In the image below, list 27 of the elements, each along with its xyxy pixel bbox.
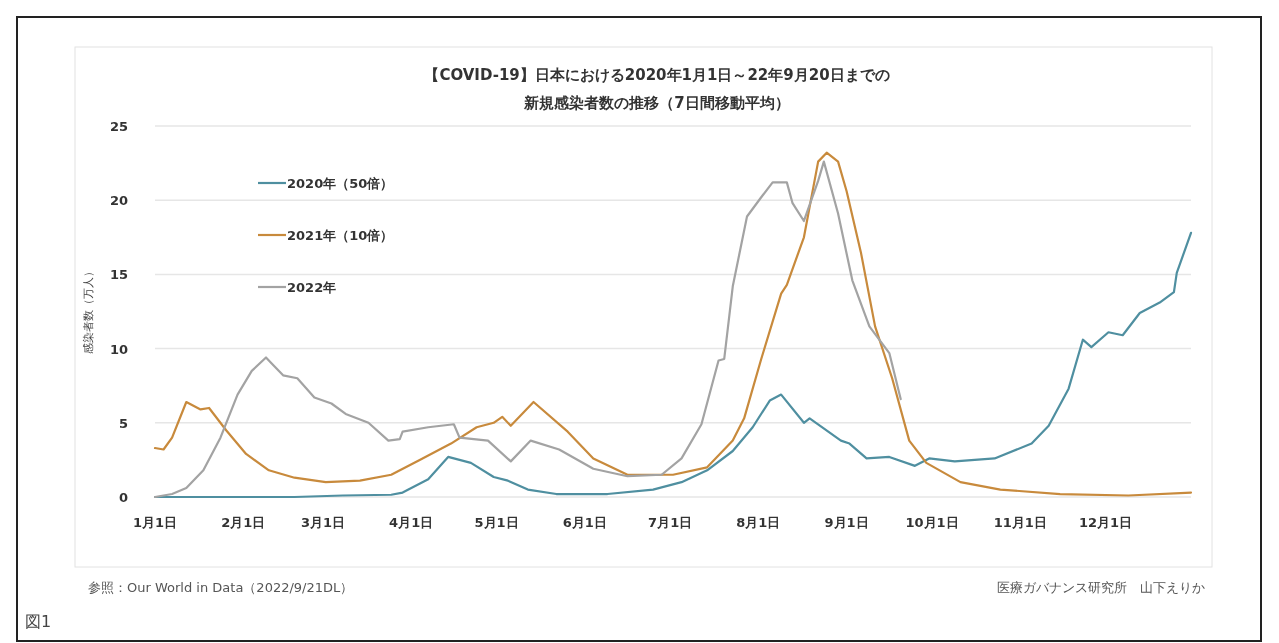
caption: 図1 bbox=[25, 612, 52, 631]
x-tick-label: 8月1日 bbox=[736, 515, 781, 530]
legend-label: 2021年（10倍） bbox=[287, 228, 394, 243]
x-tick-label: 10月1日 bbox=[905, 515, 959, 530]
text: 参照：Our World in Data（2022/9/21DL） bbox=[88, 580, 354, 595]
y-tick-label: 10 bbox=[109, 341, 128, 357]
y-tick-label: 20 bbox=[109, 193, 128, 209]
x-tick-label: 4月1日 bbox=[389, 515, 434, 530]
y-tick-label: 0 bbox=[118, 490, 128, 505]
text: 医療ガバナンス研究所 山下えりか bbox=[997, 580, 1205, 595]
x-tick-label: 12月1日 bbox=[1079, 515, 1133, 530]
x-tick-label: 1月1日 bbox=[132, 515, 178, 530]
x-tick-label: 6月1日 bbox=[562, 515, 607, 530]
x-tick-label: 3月1日 bbox=[300, 515, 345, 530]
legend-label: 2022年 bbox=[287, 280, 337, 295]
legend-label: 2020年（50倍） bbox=[287, 176, 394, 191]
y-axis-title: 感染者数（万人） bbox=[82, 266, 95, 354]
chart-title: 【COVID-19】日本における2020年1月1日～22年9月20日までの bbox=[424, 66, 890, 84]
x-tick-label: 7月1日 bbox=[648, 515, 693, 530]
x-tick-label: 9月1日 bbox=[824, 515, 869, 530]
x-tick-label: 5月1日 bbox=[474, 515, 519, 530]
y-tick-label: 25 bbox=[109, 119, 128, 134]
y-tick-label: 15 bbox=[109, 267, 128, 283]
x-tick-label: 11月1日 bbox=[993, 515, 1047, 530]
chart-subtitle: 新規感染者数の推移（7日間移動平均） bbox=[523, 94, 790, 112]
y-tick-label: 5 bbox=[118, 415, 128, 431]
x-tick-label: 2月1日 bbox=[221, 515, 266, 530]
